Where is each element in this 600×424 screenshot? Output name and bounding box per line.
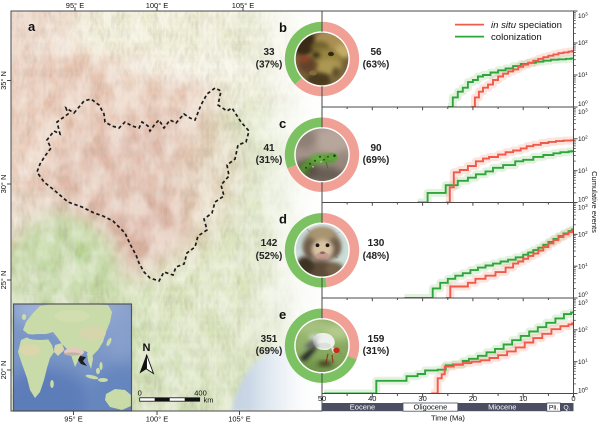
svg-text:20: 20 (469, 394, 477, 403)
svg-text:Oligocene: Oligocene (414, 403, 448, 412)
svg-text:101: 101 (578, 262, 588, 270)
svg-text:d: d (279, 212, 287, 227)
svg-text:e: e (279, 307, 286, 322)
svg-text:Miocene: Miocene (488, 403, 516, 412)
svg-text:(37%): (37%) (256, 60, 283, 71)
svg-text:105° E: 105° E (228, 415, 251, 424)
svg-text:(31%): (31%) (363, 346, 390, 357)
svg-text:102: 102 (578, 326, 588, 334)
svg-text:Pli.: Pli. (549, 405, 559, 412)
svg-text:0: 0 (571, 394, 575, 403)
svg-text:102: 102 (578, 230, 588, 238)
svg-text:km: km (204, 396, 214, 405)
svg-text:102: 102 (578, 135, 588, 143)
svg-text:Q.: Q. (563, 405, 570, 412)
svg-text:a: a (28, 19, 36, 34)
svg-text:colonization: colonization (491, 32, 542, 43)
svg-text:130: 130 (368, 238, 385, 249)
svg-text:Eocene: Eocene (350, 403, 375, 412)
svg-text:101: 101 (578, 166, 588, 174)
svg-text:101: 101 (578, 71, 588, 79)
svg-text:30° N: 30° N (0, 175, 8, 194)
svg-text:103: 103 (578, 203, 588, 211)
svg-text:100: 100 (578, 386, 588, 394)
svg-text:(31%): (31%) (256, 155, 283, 166)
svg-text:100: 100 (578, 100, 588, 108)
svg-text:10: 10 (519, 394, 527, 403)
svg-text:35° N: 35° N (0, 71, 8, 90)
svg-text:33: 33 (263, 47, 275, 58)
svg-text:41: 41 (263, 143, 275, 154)
svg-text:(69%): (69%) (363, 155, 390, 166)
svg-text:100° E: 100° E (146, 1, 169, 10)
svg-text:100° E: 100° E (146, 415, 169, 424)
svg-text:Cumulative events: Cumulative events (590, 171, 599, 233)
svg-text:c: c (279, 116, 286, 131)
svg-text:N: N (143, 342, 151, 354)
svg-text:56: 56 (370, 47, 382, 58)
svg-text:(63%): (63%) (363, 60, 390, 71)
svg-text:40: 40 (368, 394, 376, 403)
svg-text:50: 50 (318, 394, 326, 403)
svg-text:105° E: 105° E (232, 1, 255, 10)
svg-text:100: 100 (578, 195, 588, 203)
svg-text:25° N: 25° N (0, 271, 8, 290)
svg-text:Time (Ma): Time (Ma) (431, 414, 465, 423)
svg-text:95° E: 95° E (66, 1, 84, 10)
svg-text:400: 400 (194, 389, 207, 398)
svg-text:in situ speciation: in situ speciation (491, 20, 562, 31)
svg-text:103: 103 (578, 298, 588, 306)
svg-text:(69%): (69%) (256, 346, 283, 357)
svg-text:(48%): (48%) (363, 251, 390, 262)
svg-text:101: 101 (578, 357, 588, 365)
svg-text:142: 142 (261, 238, 278, 249)
svg-text:20° N: 20° N (0, 361, 8, 380)
svg-text:103: 103 (578, 11, 588, 19)
svg-text:103: 103 (578, 107, 588, 115)
svg-text:(52%): (52%) (256, 251, 283, 262)
svg-text:90: 90 (370, 143, 382, 154)
svg-text:0: 0 (138, 389, 142, 398)
svg-text:351: 351 (261, 334, 278, 345)
svg-text:b: b (279, 20, 287, 35)
svg-text:30: 30 (418, 394, 426, 403)
svg-text:159: 159 (368, 334, 385, 345)
svg-text:100: 100 (578, 291, 588, 299)
svg-text:102: 102 (578, 39, 588, 47)
svg-text:95° E: 95° E (64, 415, 82, 424)
